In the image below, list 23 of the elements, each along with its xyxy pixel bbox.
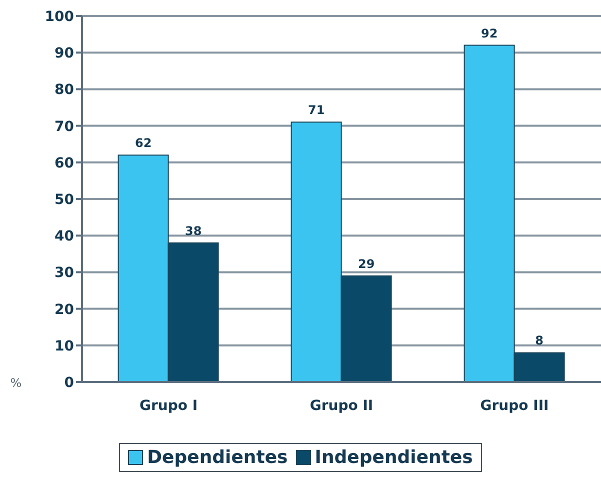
data-label: 38 <box>184 224 202 238</box>
data-label: 29 <box>358 256 375 271</box>
data-label: 8 <box>535 334 544 348</box>
y-tick-label: 50 <box>54 192 74 208</box>
y-tick-label: 90 <box>54 46 74 62</box>
y-axis-title: % <box>10 376 22 390</box>
y-tick-label: 10 <box>54 338 74 354</box>
y-tick-label: 40 <box>54 228 74 245</box>
y-tick-label: 0 <box>64 374 74 391</box>
x-tick-label: Grupo I <box>139 398 198 414</box>
y-tick-label: 20 <box>54 302 74 318</box>
data-label: 71 <box>308 103 325 118</box>
y-tick-label: 60 <box>54 155 74 172</box>
y-tick-label: 70 <box>54 118 74 135</box>
x-tick-label: Grupo II <box>310 398 374 414</box>
data-label: 62 <box>134 136 152 150</box>
y-tick-label: 100 <box>44 8 74 25</box>
y-tick-label: 30 <box>54 265 74 282</box>
legend-label: Dependientes <box>147 447 288 468</box>
data-label: 92 <box>480 26 498 40</box>
legend-label: Independientes <box>314 447 473 468</box>
x-tick-label: Grupo III <box>480 398 549 414</box>
y-tick-label: 80 <box>54 82 74 98</box>
